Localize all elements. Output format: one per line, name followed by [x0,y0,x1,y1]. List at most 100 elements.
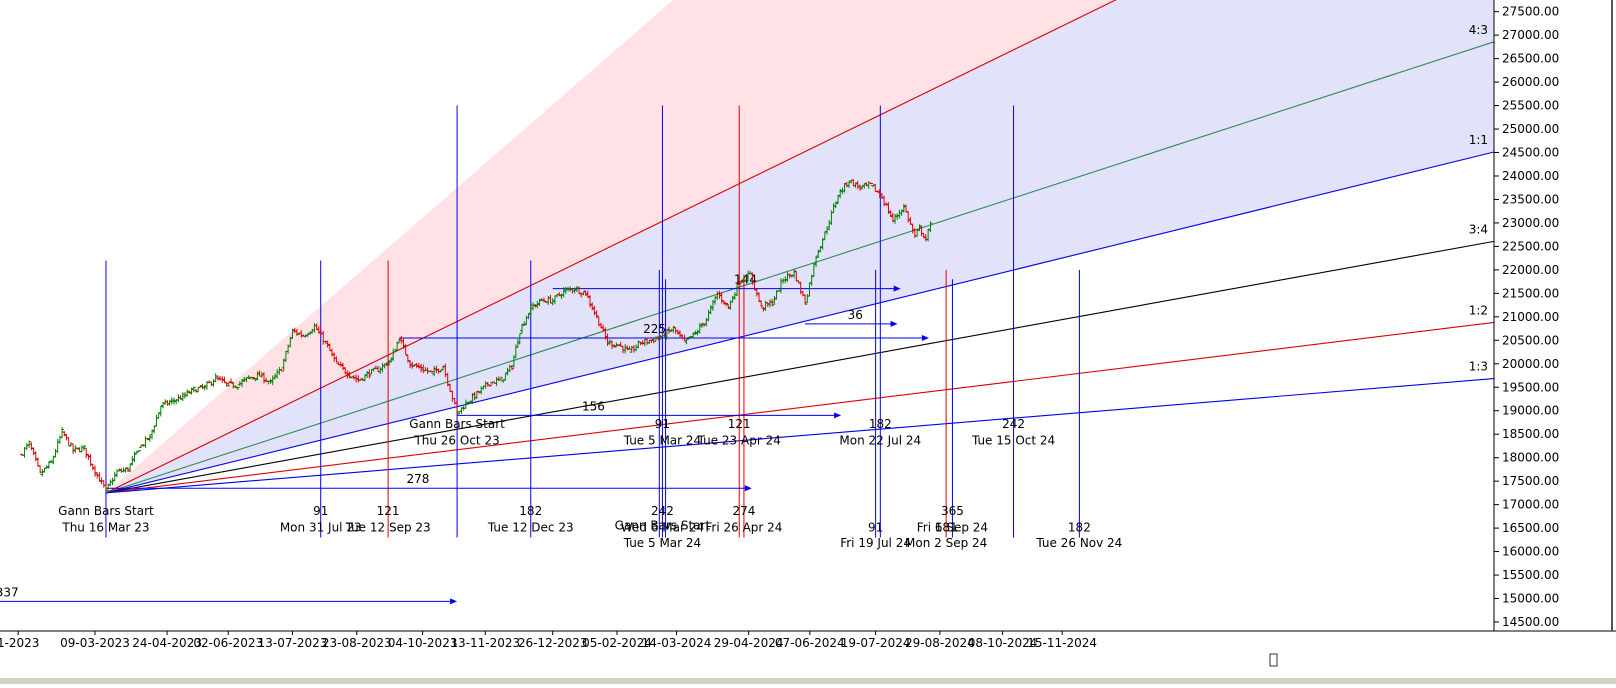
gann-zone-lower [105,0,1494,493]
y-tick-label: 15000.00 [1502,592,1559,606]
time-arrow-label: 36 [848,308,863,322]
gann-fan-label: 4:3 [1469,23,1488,37]
y-tick-label: 22000.00 [1502,263,1559,277]
cycle-annotation: Mon 22 Jul 24 [839,434,921,448]
cycle-annotation: Wed 6 Mar 24 [621,520,704,534]
cycle-annotation: Tue 15 Oct 24 [971,434,1055,448]
y-tick-label: 19000.00 [1502,404,1559,418]
cycle-annotation: 242 [1002,417,1025,431]
y-tick-label: 25000.00 [1502,122,1559,136]
cycle-annotation: Gann Bars Start [409,417,505,431]
time-arrow-label: 278 [406,472,429,486]
cycle-annotation: 242 [651,504,674,518]
y-tick-label: 16000.00 [1502,545,1559,559]
x-tick-label: 04-10-2023 [388,636,458,650]
cycle-annotation: Tue 5 Mar 24 [623,434,701,448]
x-tick-label: 19-07-2024 [841,636,911,650]
y-tick-label: 21000.00 [1502,310,1559,324]
gann-fan-line [105,240,1495,494]
x-tick-label: 29-04-2024 [714,636,784,650]
cycle-annotation: Fri 6 Sep 24 [917,520,988,534]
y-tick-label: 22500.00 [1502,239,1559,253]
y-tick-label: 23000.00 [1502,216,1559,230]
cycle-annotation: Thu 26 Oct 23 [413,434,499,448]
x-tick-label: 26-12-2023 [518,636,588,650]
y-tick-label: 20500.00 [1502,333,1559,347]
horizontal-scrollbar[interactable] [0,678,1616,684]
cycle-annotation: 91 [655,417,670,431]
cycle-annotation: Tue 12 Dec 23 [487,520,574,534]
gann-fan-line [105,321,1495,494]
time-arrow-head [890,320,898,327]
cycle-annotation: 121 [728,417,751,431]
y-tick-label: 23500.00 [1502,192,1559,206]
cycle-annotation: Tue 26 Nov 24 [1035,536,1122,550]
cycle-annotation: Tue 12 Sep 23 [345,520,431,534]
scroll-thumb [1269,653,1278,667]
y-tick-label: 17000.00 [1502,498,1559,512]
cycle-annotation: Tue 5 Mar 24 [623,536,701,550]
gann-fan-line [105,151,1495,494]
y-tick-label: 26000.00 [1502,75,1559,89]
gann-fan-label: 1:3 [1469,360,1488,374]
y-tick-label: 21500.00 [1502,286,1559,300]
cycle-annotation: 182 [1068,520,1091,534]
cycle-annotation: 121 [377,504,400,518]
x-tick-label: 29-08-2024 [905,636,975,650]
x-tick-label: 14-03-2024 [642,636,712,650]
cycle-annotation: Fri 19 Jul 24 [840,536,911,550]
y-tick-label: 18000.00 [1502,451,1559,465]
time-arrow-label: 225 [643,322,666,336]
x-tick-label: 09-03-2023 [60,636,130,650]
cycle-annotation: Gann Bars Start [58,504,154,518]
y-tick-label: 16500.00 [1502,521,1559,535]
cycle-annotation: Gann Bars Start [615,519,711,533]
y-tick-label: 20000.00 [1502,357,1559,371]
y-tick-label: 27000.00 [1502,28,1559,42]
y-tick-label: 25500.00 [1502,99,1559,113]
cycle-annotation: Mon 31 Jul 23 [280,520,362,534]
time-arrow-label: 156 [582,399,605,413]
time-arrow-label: 337 [0,585,19,599]
x-tick-label: 24-04-2023 [132,636,202,650]
y-tick-label: 17500.00 [1502,474,1559,488]
time-arrow-head [834,412,842,419]
gann-fan-label: 1:2 [1469,303,1488,317]
cycle-annotation: Thu 16 Mar 23 [61,520,149,534]
y-tick-label: 24500.00 [1502,146,1559,160]
y-tick-label: 19500.00 [1502,380,1559,394]
cycle-annotation: Tue 23 Apr 24 [697,434,781,448]
y-tick-label: 14500.00 [1502,615,1559,629]
y-tick-label: 18500.00 [1502,427,1559,441]
gann-fan-line [105,378,1495,494]
gann-fan-line [105,0,1117,494]
y-axis-panel [1494,0,1616,631]
time-arrow-head [450,598,458,605]
x-tick-label: 02-06-2023 [193,636,263,650]
x-tick-label: 1-2023 [0,636,39,650]
gann-fan-label: 1:1 [1469,133,1488,147]
y-tick-label: 15500.00 [1502,568,1559,582]
cycle-annotation: 91 [868,520,883,534]
time-arrow-head [921,334,929,341]
cycle-annotation: Mon 2 Sep 24 [905,536,987,550]
gann-fan-label: 3:4 [1469,222,1488,236]
x-tick-label: 13-07-2023 [258,636,328,650]
time-arrow-head [893,285,901,292]
cycle-annotation: 274 [732,504,755,518]
cycle-annotation: Fri 26 Apr 24 [705,520,782,534]
gann-fan-line [105,41,1495,494]
x-tick-label: 05-02-2024 [582,636,652,650]
y-tick-label: 24000.00 [1502,169,1559,183]
x-tick-label: 08-10-2024 [968,636,1038,650]
x-tick-label: 07-06-2024 [775,636,845,650]
y-tick-label: 27500.00 [1502,5,1559,19]
cycle-annotation: 182 [519,504,542,518]
cycle-annotation: 91 [313,504,328,518]
cycle-annotation: 182 [869,417,892,431]
cycle-annotation: 365 [941,504,964,518]
x-tick-label: 15-11-2024 [1027,636,1097,650]
time-arrow-head [744,485,752,492]
